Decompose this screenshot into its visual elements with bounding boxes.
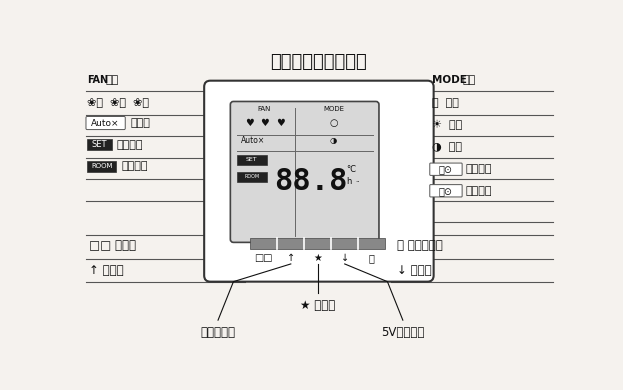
- Text: 房间温度: 房间温度: [121, 161, 148, 171]
- Text: ○: ○: [330, 118, 338, 128]
- Bar: [237, 154, 267, 165]
- Text: ♥: ♥: [260, 118, 269, 128]
- Text: MODE: MODE: [432, 75, 467, 85]
- Text: MODE: MODE: [323, 106, 344, 112]
- FancyBboxPatch shape: [86, 117, 125, 129]
- Bar: [237, 172, 267, 182]
- FancyBboxPatch shape: [204, 81, 434, 282]
- Bar: [87, 139, 112, 150]
- Text: ↑ 升温键: ↑ 升温键: [88, 264, 123, 277]
- Text: 关⊙: 关⊙: [439, 186, 453, 196]
- Text: ♥: ♥: [245, 118, 254, 128]
- Text: ☀  制热: ☀ 制热: [432, 120, 462, 131]
- Text: °C: °C: [346, 165, 356, 174]
- Text: 5V电源开关: 5V电源开关: [381, 326, 424, 339]
- Text: FAN: FAN: [257, 106, 271, 112]
- FancyBboxPatch shape: [231, 101, 379, 242]
- Text: 88.8: 88.8: [273, 167, 347, 196]
- Text: 模式: 模式: [463, 75, 476, 85]
- Text: 定时开机: 定时开机: [466, 164, 492, 174]
- Text: 定时关机: 定时关机: [466, 186, 492, 196]
- Text: 风速: 风速: [106, 75, 119, 85]
- Text: ROOM: ROOM: [91, 163, 113, 169]
- Text: FAN: FAN: [87, 75, 108, 85]
- Text: 自动风: 自动风: [130, 118, 150, 128]
- Text: ⏻: ⏻: [369, 253, 374, 263]
- Text: Auto×: Auto×: [241, 136, 265, 145]
- Text: ↓ 降温键: ↓ 降温键: [397, 264, 431, 277]
- Text: ❀低  ❀中  ❀高: ❀低 ❀中 ❀高: [87, 98, 149, 108]
- Bar: [250, 238, 385, 248]
- Text: ♥: ♥: [276, 118, 285, 128]
- FancyBboxPatch shape: [430, 184, 462, 197]
- Text: □□ 菜单键: □□ 菜单键: [88, 239, 136, 252]
- Text: SET: SET: [246, 158, 258, 163]
- Text: ROOM: ROOM: [244, 174, 259, 179]
- Text: ⏻ 系统开关键: ⏻ 系统开关键: [397, 239, 442, 252]
- Text: ↑: ↑: [287, 253, 295, 263]
- Text: 空调按键及显示说明: 空调按键及显示说明: [270, 53, 368, 71]
- Text: ⥈  制冷: ⥈ 制冷: [432, 98, 459, 108]
- Text: ◑  睡眠: ◑ 睡眠: [432, 142, 462, 152]
- Text: h: h: [346, 177, 352, 186]
- Text: ↓: ↓: [341, 253, 349, 263]
- Text: 温度传感器: 温度传感器: [201, 326, 235, 339]
- Text: ★: ★: [313, 253, 322, 263]
- Bar: [87, 161, 117, 172]
- Text: SET: SET: [92, 140, 107, 149]
- Text: ··: ··: [355, 179, 359, 185]
- Text: Auto×: Auto×: [92, 119, 120, 128]
- Text: ★ 风速键: ★ 风速键: [300, 300, 335, 312]
- FancyBboxPatch shape: [430, 163, 462, 176]
- Text: 开⊙: 开⊙: [439, 164, 453, 174]
- Text: □□: □□: [255, 253, 273, 263]
- Text: ◑: ◑: [330, 136, 337, 145]
- Text: 设定温度: 设定温度: [117, 140, 143, 150]
